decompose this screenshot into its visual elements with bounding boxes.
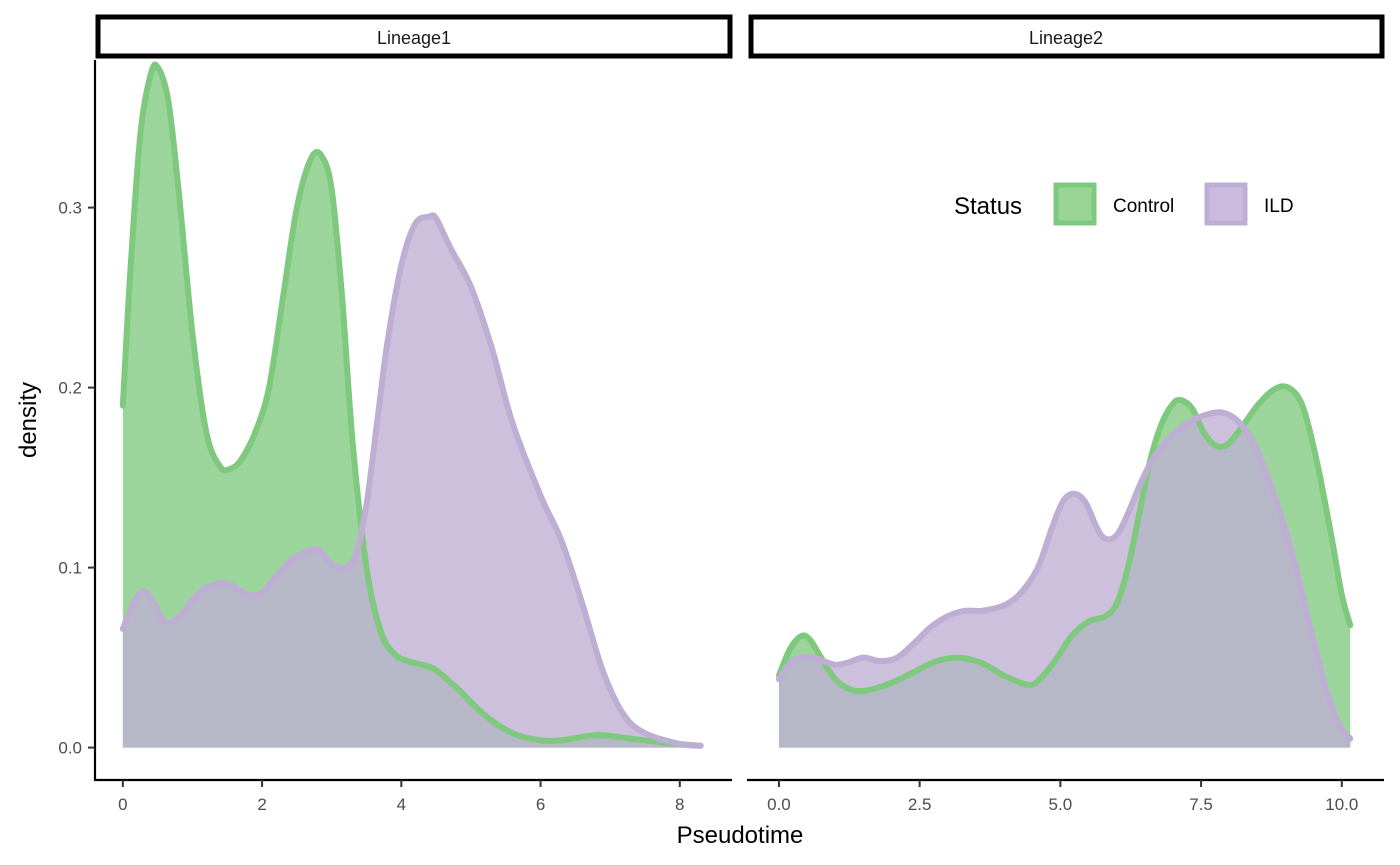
x-tick-label: 4: [397, 795, 406, 814]
strip-label-lineage2: Lineage2: [1029, 28, 1103, 48]
legend-title: Status: [954, 193, 1022, 220]
x-ticks-lineage2: 0.0 2.5 5.0 7.5 10.0: [767, 780, 1358, 814]
legend-key-control: [1053, 182, 1097, 226]
x-tick-label: 8: [675, 795, 684, 814]
density-area-control: [122, 64, 701, 748]
y-tick-label: 0.3: [58, 199, 82, 218]
x-tick-label: 2: [257, 795, 266, 814]
x-axis-title: Pseudotime: [677, 822, 804, 849]
density-line-control: [775, 383, 1354, 695]
y-ticks: 0.0 0.1 0.2 0.3: [58, 199, 95, 758]
legend-key-ild: [1204, 182, 1248, 226]
y-axis-title: density: [15, 382, 42, 458]
y-tick-label: 0.0: [58, 739, 82, 758]
x-tick-label: 2.5: [908, 795, 932, 814]
strip-box-lineage2: [748, 14, 1385, 59]
legend: Status Control ILD: [954, 182, 1294, 226]
x-ticks-lineage1: 0 2 4 6 8: [118, 780, 685, 814]
y-tick-label: 0.2: [58, 379, 82, 398]
legend-label-ild: ILD: [1264, 196, 1294, 217]
x-tick-label: 10.0: [1325, 795, 1358, 814]
x-tick-label: 5.0: [1049, 795, 1073, 814]
density-line-ild: [119, 212, 704, 749]
density-line-control: [119, 61, 704, 749]
plot-area-lineage2: [775, 383, 1354, 748]
x-tick-label: 0: [118, 795, 127, 814]
panel-lineage1: Lineage1 0.0 0.1 0.2 0.3 0 2 4 6 8: [58, 14, 733, 814]
strip-box-lineage1: [95, 14, 733, 59]
x-tick-label: 6: [536, 795, 545, 814]
x-tick-label: 0.0: [767, 795, 791, 814]
panel-lineage2: Lineage2 0.0 2.5 5.0 7.5 10.0: [747, 14, 1385, 814]
strip-label-lineage1: Lineage1: [377, 28, 451, 48]
density-line-ild: [775, 409, 1354, 742]
x-tick-label: 7.5: [1189, 795, 1213, 814]
plot-area-lineage1: [119, 61, 704, 749]
y-tick-label: 0.1: [58, 559, 82, 578]
density-area-ild: [122, 215, 701, 748]
density-area-ild: [778, 412, 1351, 748]
legend-label-control: Control: [1113, 196, 1174, 217]
